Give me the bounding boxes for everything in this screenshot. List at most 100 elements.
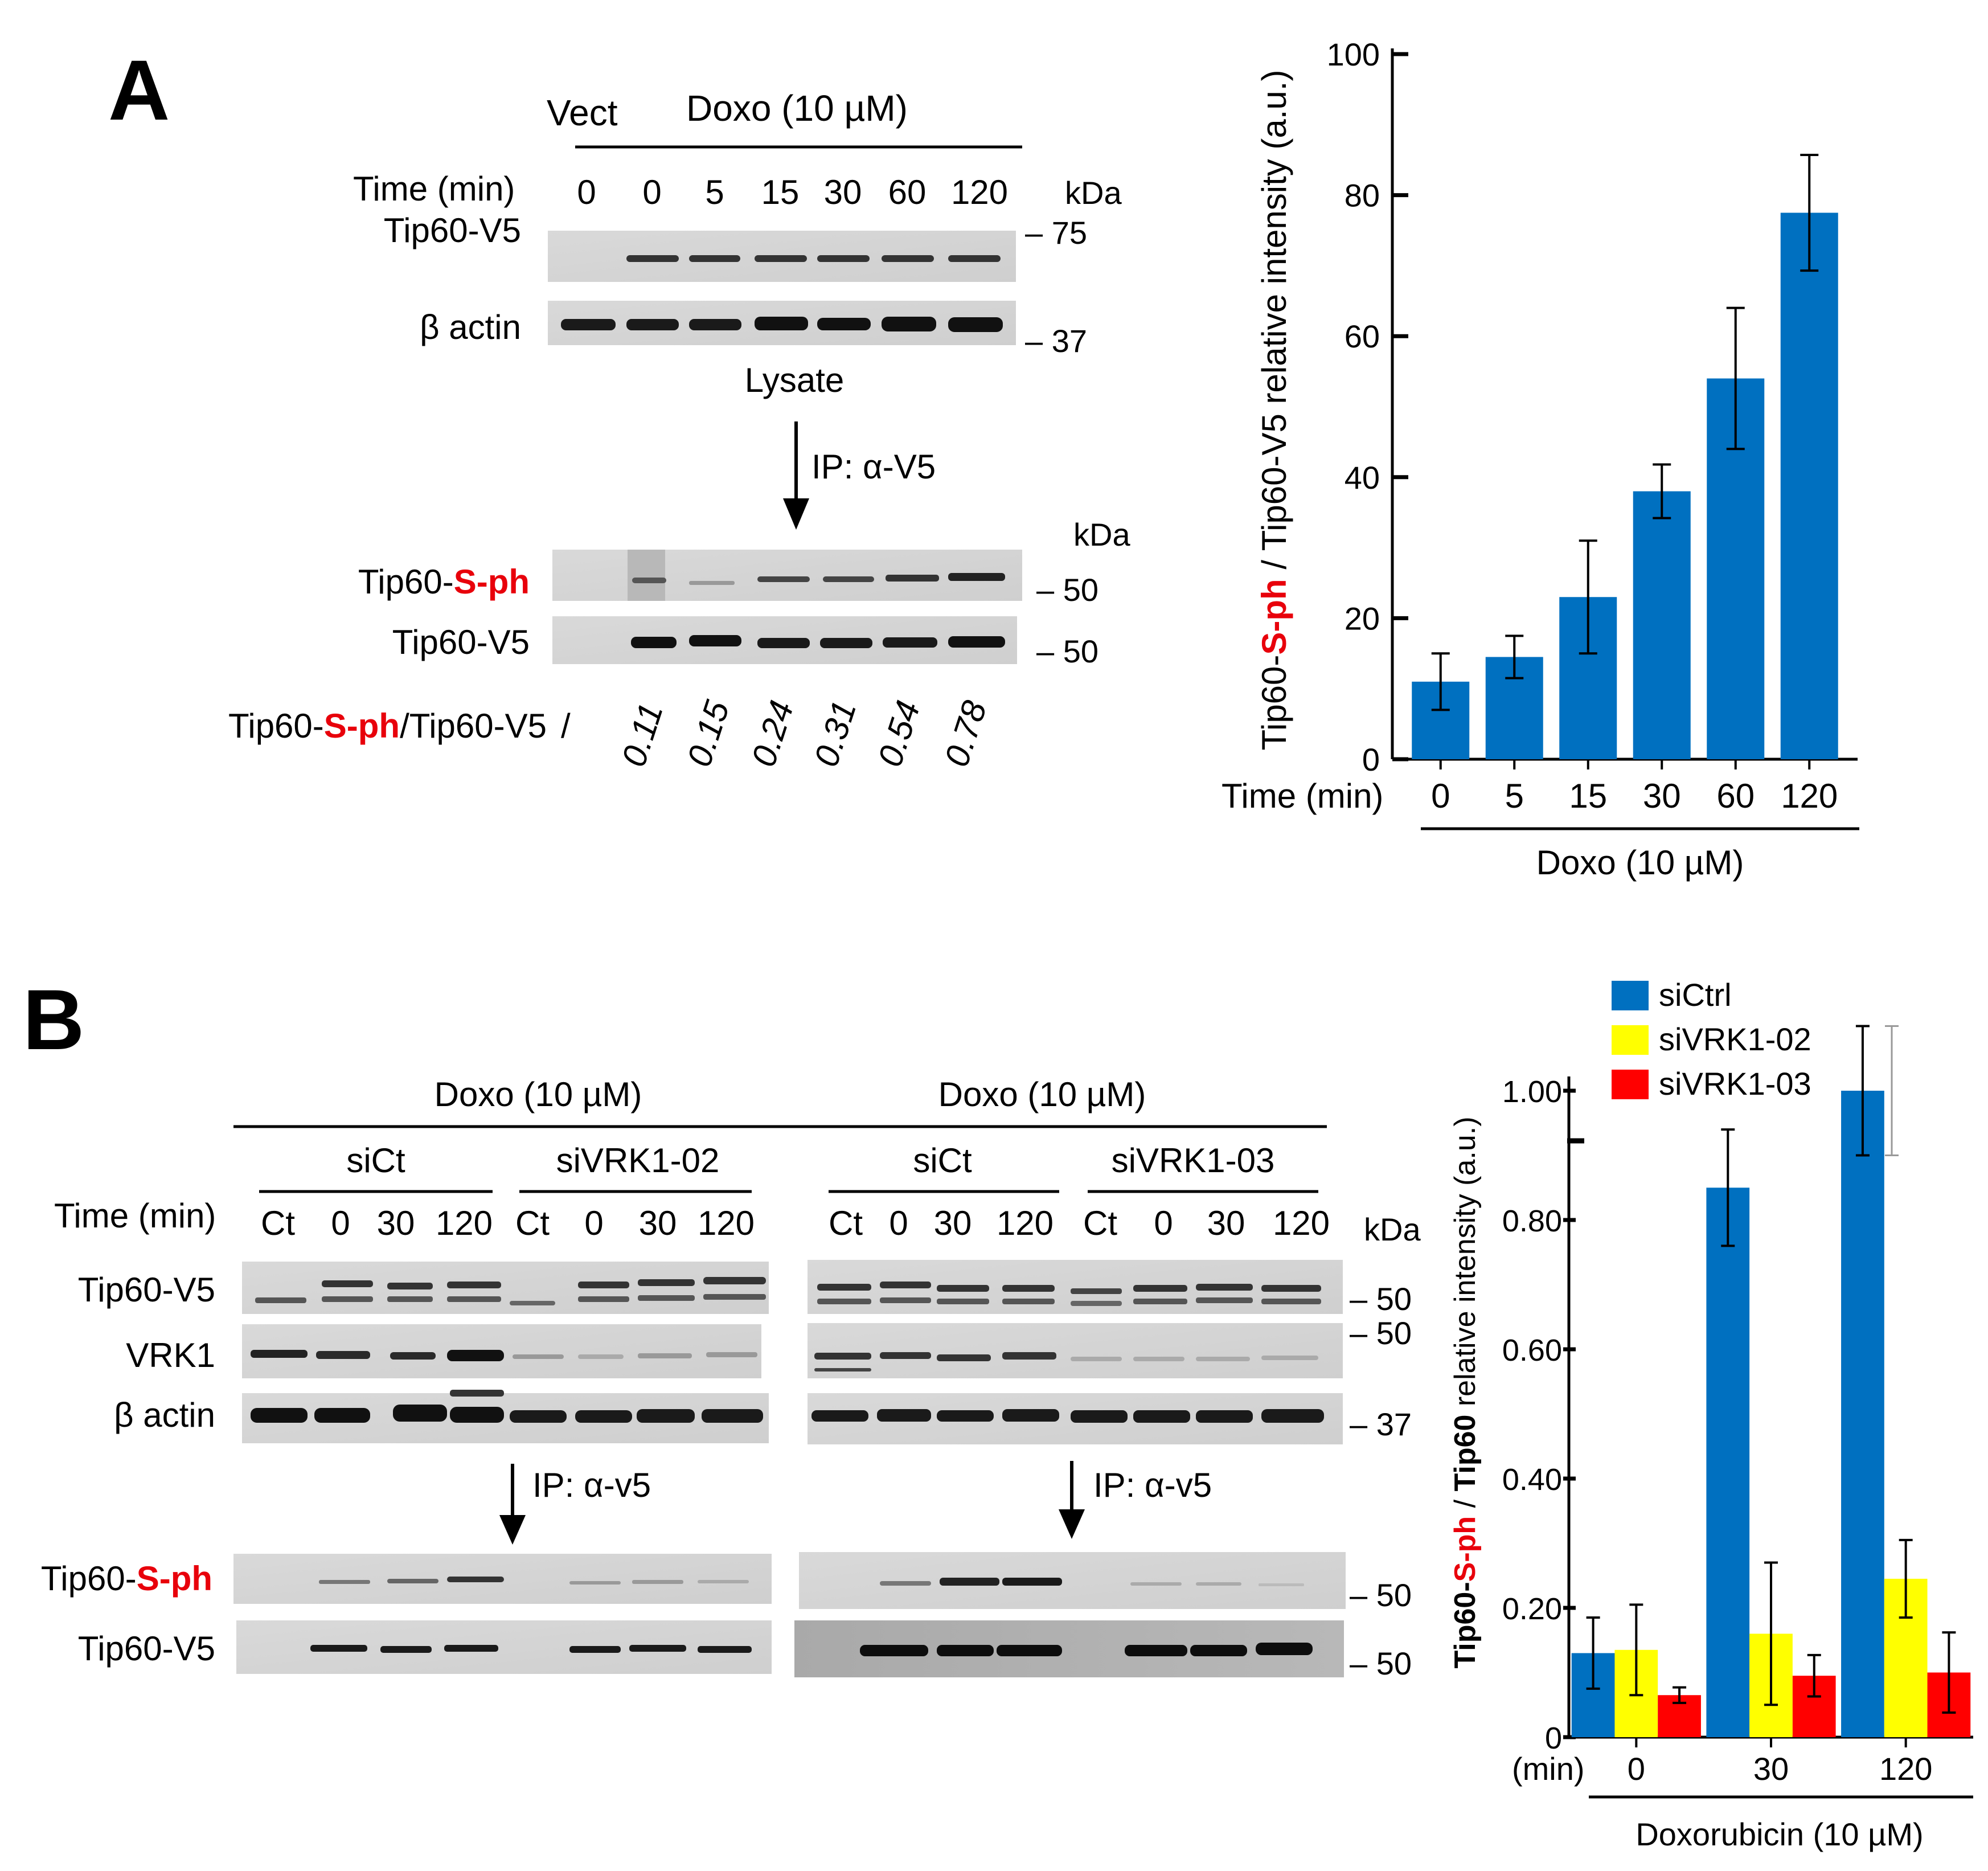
b-lane-2: 30 [377, 1204, 415, 1242]
time-tick-3: 15 [761, 173, 800, 211]
b-row-b-actin: β actin [114, 1396, 215, 1434]
time-tick-0: 0 [577, 173, 596, 211]
panel-b-label: B [23, 972, 84, 1067]
ip-row-v5: Tip60-V5 [392, 623, 530, 661]
blot-b-ip-left-v5 [236, 1620, 772, 1674]
b-row-vrk1: VRK1 [126, 1336, 215, 1374]
chart-b-ytick-label: 0.40 [1502, 1463, 1562, 1497]
chart-b-legend-swatch [1612, 981, 1649, 1010]
panel-a-label: A [108, 42, 170, 138]
blot-b-ip-left-sph [233, 1554, 772, 1604]
blot-b-ip-right-sph [799, 1552, 1346, 1609]
chart-a-bar [1780, 212, 1838, 759]
time-tick-1: 0 [642, 173, 661, 211]
chart-b-ytick-label: 0.20 [1502, 1592, 1562, 1626]
chart-a-ylabel-part: S-ph [1255, 579, 1293, 654]
b-lane-0: Ct [261, 1204, 295, 1242]
b-si-ct-2: siCt [913, 1141, 972, 1180]
blot-lysate-tip60 [548, 231, 1016, 282]
blot-b-right-actin [808, 1393, 1343, 1444]
b-lane-labels: Ct 0 30 120 Ct 0 30 120 Ct 0 30 120 Ct 0… [261, 1204, 1330, 1242]
blot-b-right-vrk1 [808, 1323, 1343, 1378]
b-ip-row-sph: Tip60-S-ph [41, 1559, 212, 1598]
ip-label-a: IP: α-V5 [811, 448, 936, 486]
chart-b-xtick-label: 0 [1628, 1751, 1645, 1787]
chart-b-xlabel: (min) [1512, 1751, 1585, 1787]
chart-b-ytick-label: 0.60 [1502, 1333, 1562, 1368]
chart-b-bar [1841, 1091, 1884, 1737]
b-ip-label-2: IP: α-v5 [1093, 1466, 1212, 1504]
chart-a-ytick-label: 100 [1327, 36, 1380, 72]
ratio-value-3: 0.31 [807, 696, 864, 771]
b-marker-50a: – 50 [1350, 1281, 1412, 1317]
b-row-tip60-v5: Tip60-V5 [78, 1271, 215, 1309]
b-lane2-0: Ct [829, 1204, 863, 1242]
ratio-value-4: 0.54 [871, 696, 928, 771]
time-tick-2: 5 [705, 173, 724, 211]
b-marker-50d: – 50 [1350, 1645, 1412, 1681]
chart-b-ytick-label: 0 [1545, 1721, 1562, 1755]
vect-label: Vect [547, 92, 618, 133]
b-lane-3: 120 [436, 1204, 493, 1242]
lysate-marker-75: – 75 [1025, 215, 1087, 251]
chart-a-xtick-label: 120 [1781, 777, 1838, 815]
chart-a-bar [1633, 491, 1691, 759]
ratio-values: 0.11 0.15 0.24 0.31 0.54 0.78 [614, 696, 994, 771]
chart-b-legend-label: siVRK1-02 [1659, 1021, 1811, 1057]
b-lane2-6: 30 [1207, 1204, 1245, 1242]
ratio-value-0: 0.11 [614, 698, 670, 771]
blot-b-left-tip60 [242, 1262, 769, 1314]
blot-ip-v5 [552, 616, 1017, 664]
b-marker-37: – 37 [1350, 1406, 1412, 1442]
chart-b-legend-swatch [1612, 1025, 1649, 1055]
chart-b-ytick-label: 0.80 [1502, 1204, 1562, 1238]
b-si-ct-1: siCt [346, 1141, 405, 1180]
chart-b-ylabel-part: Tip60 [1449, 1415, 1482, 1492]
blot-b-left-vrk1 [242, 1324, 761, 1378]
b-lane2-2: 30 [934, 1204, 972, 1242]
chart-b-bar [1706, 1188, 1750, 1737]
blot-ip-sph [552, 550, 1022, 601]
chart-b-ylabel: Tip60-S-ph / Tip60 relative intensity (a… [1449, 1116, 1482, 1668]
chart-a-ytick-label: 80 [1345, 178, 1380, 214]
blot-b-right-tip60 [808, 1260, 1343, 1314]
b-lane-4: Ct [515, 1204, 550, 1242]
chart-a-group-label: Doxo (10 µM) [1536, 844, 1744, 882]
chart-a-ylabel-part: Tip60- [1255, 655, 1293, 751]
blot-b-left-actin [242, 1390, 769, 1443]
chart-b-legend-label: siCtrl [1659, 977, 1732, 1013]
chart-a-ytick-label: 60 [1345, 318, 1380, 354]
ratio-value-1: 0.15 [680, 696, 737, 771]
b-time-label: Time (min) [54, 1197, 216, 1235]
blot-b-ip-right-v5 [794, 1620, 1344, 1677]
chart-a-xtick-label: 60 [1716, 777, 1755, 815]
b-lane2-7: 120 [1273, 1204, 1330, 1242]
b-group2-doxo: Doxo (10 µM) [938, 1075, 1146, 1113]
b-si-vrk1-02: siVRK1-02 [556, 1141, 720, 1180]
ip-arrow [783, 421, 809, 530]
chart-a-ylabel-part: / Tip60-V5 relative intensity (a.u.) [1255, 70, 1293, 579]
time-tick-6: 120 [951, 173, 1008, 211]
chart-a-ytick-label: 0 [1362, 742, 1380, 777]
b-ip-arrow-1 [499, 1464, 526, 1545]
b-lane2-3: 120 [997, 1204, 1054, 1242]
chart-b-ylabel-part: Tip60- [1449, 1582, 1482, 1668]
b-ip-row-v5: Tip60-V5 [78, 1630, 215, 1668]
kda-label: kDa [1065, 175, 1122, 211]
b-ip-label-1: IP: α-v5 [532, 1466, 651, 1504]
b-marker-50c: – 50 [1350, 1577, 1412, 1613]
b-kda-label: kDa [1364, 1211, 1421, 1247]
chart-b-ytick-label: 1.00 [1502, 1075, 1562, 1109]
chart-b-legend-label: siVRK1-03 [1659, 1066, 1811, 1102]
chart-a-xtick-label: 15 [1569, 777, 1607, 815]
ratio-label: Tip60-S-ph/Tip60-V5 [228, 707, 547, 745]
b-lane2-5: 0 [1154, 1204, 1173, 1242]
time-tick-5: 60 [888, 173, 927, 211]
time-ticks: 0 0 5 15 30 60 120 [577, 173, 1008, 211]
lysate-row-b-actin: β actin [420, 308, 521, 346]
ratio-vect: / [561, 707, 571, 745]
ratio-value-5: 0.78 [937, 696, 994, 771]
lysate-marker-37: – 37 [1025, 323, 1087, 359]
b-lane-1: 0 [331, 1204, 350, 1242]
